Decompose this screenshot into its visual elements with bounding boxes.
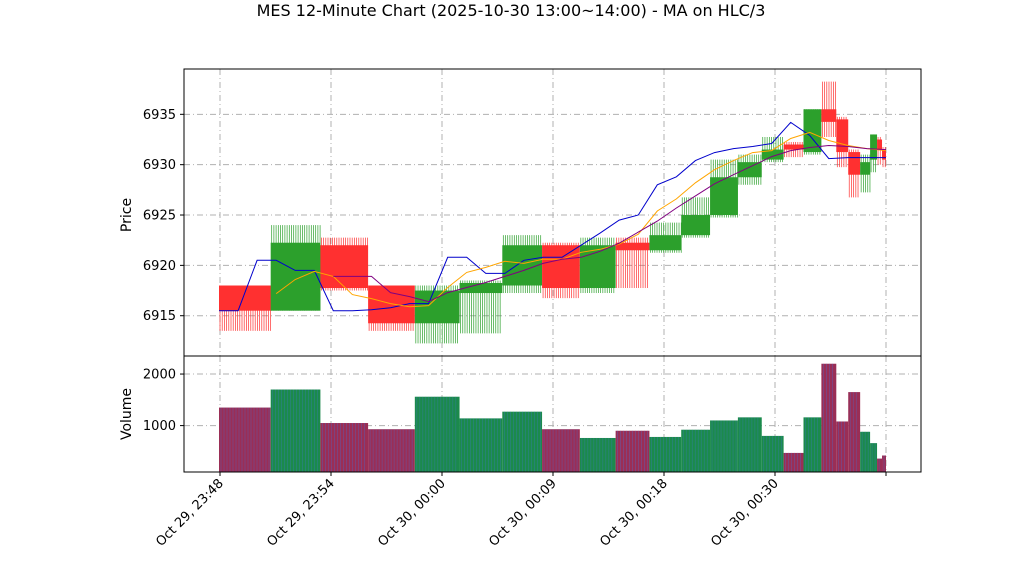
x-tick-label: Oct 30, 00:09: [486, 476, 559, 549]
moving-average-line: [275, 131, 887, 308]
x-tick-label: Oct 30, 00:00: [375, 476, 448, 549]
candle: [270, 225, 321, 311]
candle-body: [542, 245, 580, 289]
candle: [877, 136, 883, 165]
candle-body: [877, 139, 883, 150]
candle: [737, 154, 762, 185]
candle-body: [836, 119, 849, 153]
candle: [320, 237, 369, 291]
volume-bar: [877, 458, 883, 472]
volume-bar: [681, 429, 711, 472]
y-axis-ticks: 6915 6920 6925 6930 6935: [143, 108, 184, 324]
volume-bar: [542, 429, 580, 472]
candle: [870, 134, 878, 173]
price-tick-label: 6920: [143, 259, 176, 274]
candle: [414, 285, 460, 344]
volume-bar: [737, 417, 762, 472]
volume-bar: [579, 437, 616, 472]
candle-body: [219, 285, 271, 311]
candle-body: [848, 152, 861, 175]
candle-body: [502, 245, 543, 286]
volume-tick-label: 2000: [143, 368, 176, 383]
price-axis-label: Price: [119, 198, 135, 232]
candle-body: [783, 144, 804, 150]
volume-bar: [836, 421, 849, 472]
x-tick-label: Oct 29, 23:48: [153, 476, 226, 549]
volume-bars: [219, 363, 886, 472]
candle: [502, 235, 543, 294]
candle: [821, 81, 837, 137]
candle-body: [270, 242, 321, 311]
candle-body: [459, 282, 503, 294]
price-tick-label: 6930: [143, 158, 176, 173]
candle: [615, 237, 650, 289]
candle-body: [615, 242, 650, 251]
x-tick-label: Oct 29, 23:54: [264, 476, 337, 549]
volume-bar: [848, 392, 861, 472]
candlesticks: [219, 81, 886, 344]
candle-body: [882, 149, 886, 160]
x-tick-label: Oct 30, 00:30: [708, 476, 781, 549]
candle-body: [761, 149, 784, 160]
candle: [710, 159, 738, 218]
candle: [649, 222, 682, 253]
volume-bar: [320, 423, 369, 472]
candle: [542, 242, 580, 299]
volume-bar: [414, 396, 460, 472]
candle-body: [320, 245, 369, 289]
candle-body: [414, 290, 460, 324]
volume-axis-ticks: 1000 2000: [143, 368, 184, 434]
x-tick-label: Oct 30, 00:18: [597, 476, 670, 549]
candle-body: [649, 235, 682, 251]
volume-tick-label: 1000: [143, 419, 176, 434]
x-axis-ticks: Oct 29, 23:48 Oct 29, 23:54 Oct 30, 00:00 O…: [153, 472, 887, 550]
volume-bar: [803, 417, 822, 472]
volume-bar: [649, 436, 682, 472]
moving-average-line: [219, 121, 886, 312]
volume-bar: [870, 443, 878, 472]
candle-body: [710, 177, 738, 216]
moving-average-lines: [219, 121, 887, 312]
price-tick-label: 6925: [143, 209, 176, 224]
moving-average-line: [333, 144, 887, 303]
candle: [681, 197, 711, 238]
volume-axis-label: Volume: [119, 388, 135, 440]
volume-bar: [368, 429, 415, 472]
price-tick-label: 6915: [143, 309, 176, 324]
volume-bar: [459, 418, 503, 472]
candle: [836, 116, 849, 168]
candle-body: [870, 134, 878, 160]
price-tick-label: 6935: [143, 108, 176, 123]
candle: [579, 237, 616, 294]
volume-bar: [270, 389, 321, 472]
candle-body: [860, 162, 871, 175]
candle-body: [681, 215, 711, 236]
chart-title: MES 12-Minute Chart (2025-10-30 13:00~14…: [257, 1, 766, 20]
candle-body: [737, 162, 762, 178]
candle-body: [803, 109, 822, 153]
candle-body: [821, 109, 837, 122]
candle: [219, 285, 271, 331]
candle: [860, 154, 871, 193]
